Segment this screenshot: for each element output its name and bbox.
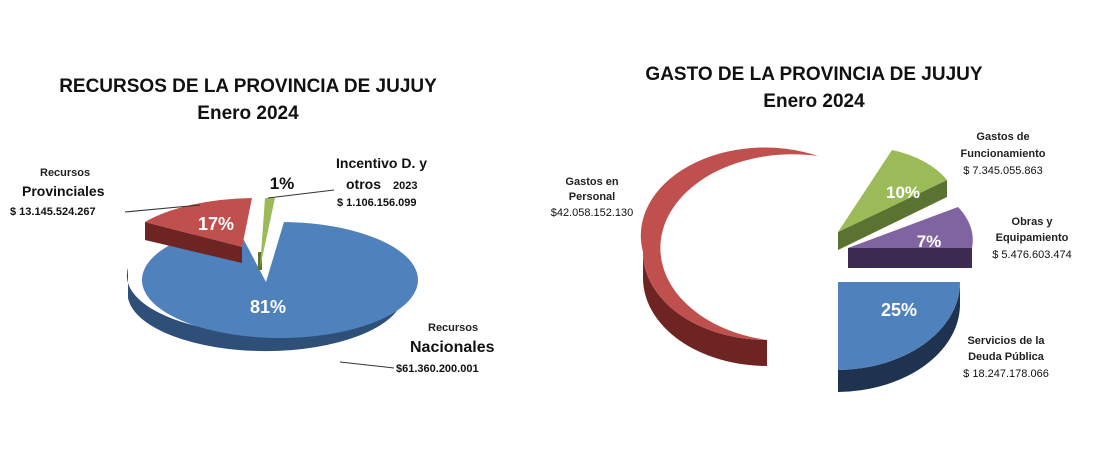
recursos-provinciales-label1: Recursos (40, 167, 90, 179)
slice-recursos-provinciales (145, 198, 252, 247)
gasto-pct-funcionamiento: 10% (886, 183, 920, 202)
gasto-obras-label1: Obras y (1012, 216, 1054, 228)
recursos-provinciales-amount: $ 13.145.524.267 (10, 206, 96, 218)
gasto-deuda-label1: Servicios de la (967, 335, 1045, 347)
recursos-pct-provinciales: 17% (198, 214, 234, 234)
gasto-obras-label2: Equipamiento (996, 232, 1069, 244)
gasto-deuda-label2: Deuda Pública (968, 351, 1045, 363)
recursos-title-line2: Enero 2024 (197, 103, 299, 124)
gasto-deuda-amount: $ 18.247.178.066 (963, 368, 1049, 380)
recursos-title-line1: RECURSOS DE LA PROVINCIA DE JUJUY (59, 76, 437, 97)
recursos-provinciales-label2: Provinciales (22, 183, 105, 199)
gasto-personal-amount: $42.058.152.130 (551, 207, 634, 219)
gasto-funcionamiento-amount: $ 7.345.055.863 (963, 165, 1043, 177)
recursos-incentivo-leader (267, 189, 335, 199)
gasto-pct-obras: 7% (917, 232, 942, 251)
slice-recursos-provinciales-side (145, 222, 242, 263)
recursos-nacionales-label1: Recursos (428, 322, 478, 334)
gasto-personal-label2: Personal (569, 191, 615, 203)
recursos-nacionales-amount: $61.360.200.001 (396, 363, 479, 375)
recursos-incentivo-amount: $ 1.106.156.099 (337, 197, 417, 209)
slice-recursos-incentivo (260, 198, 275, 268)
gasto-funcionamiento-label1: Gastos de (976, 131, 1029, 143)
gasto-title-line2: Enero 2024 (763, 91, 865, 112)
gasto-pct-deuda: 25% (881, 300, 917, 320)
slice-gasto-funcionamiento (838, 150, 947, 232)
recursos-incentivo-year: 2023 (393, 180, 417, 192)
recursos-nacionales-label2: Nacionales (410, 339, 495, 356)
gasto-pie: 58 % 10% 7% 25% (640, 147, 973, 392)
recursos-incentivo-label2: otros (346, 176, 381, 192)
slice-gasto-personal-side (643, 252, 767, 366)
gasto-chart: GASTO DE LA PROVINCIA DE JUJUY Enero 202… (551, 64, 1072, 392)
slice-gasto-deuda-side (838, 284, 960, 392)
slice-gasto-deuda (838, 282, 960, 370)
recursos-nacionales-leader (339, 361, 395, 369)
gasto-pct-personal: 58 % (678, 216, 721, 237)
recursos-pct-nacionales: 81% (250, 297, 286, 317)
gasto-title-line1: GASTO DE LA PROVINCIA DE JUJUY (645, 64, 982, 85)
recursos-incentivo-label1: Incentivo D. y (336, 155, 427, 171)
gasto-funcionamiento-label2: Funcionamiento (961, 148, 1046, 160)
recursos-pct-incentivo: 1% (270, 174, 295, 193)
recursos-pie: 81% 17% 1% (126, 174, 418, 352)
slice-gasto-obras-side (848, 248, 972, 268)
slice-gasto-funcionamiento-side (838, 180, 947, 250)
recursos-chart: RECURSOS DE LA PROVINCIA DE JUJUY Enero … (10, 76, 495, 375)
gasto-personal-label1: Gastos en (565, 176, 618, 188)
recursos-provinciales-leader (124, 204, 201, 213)
gasto-obras-amount: $ 5.476.603.474 (992, 249, 1072, 261)
slice-gasto-obras (848, 207, 973, 248)
